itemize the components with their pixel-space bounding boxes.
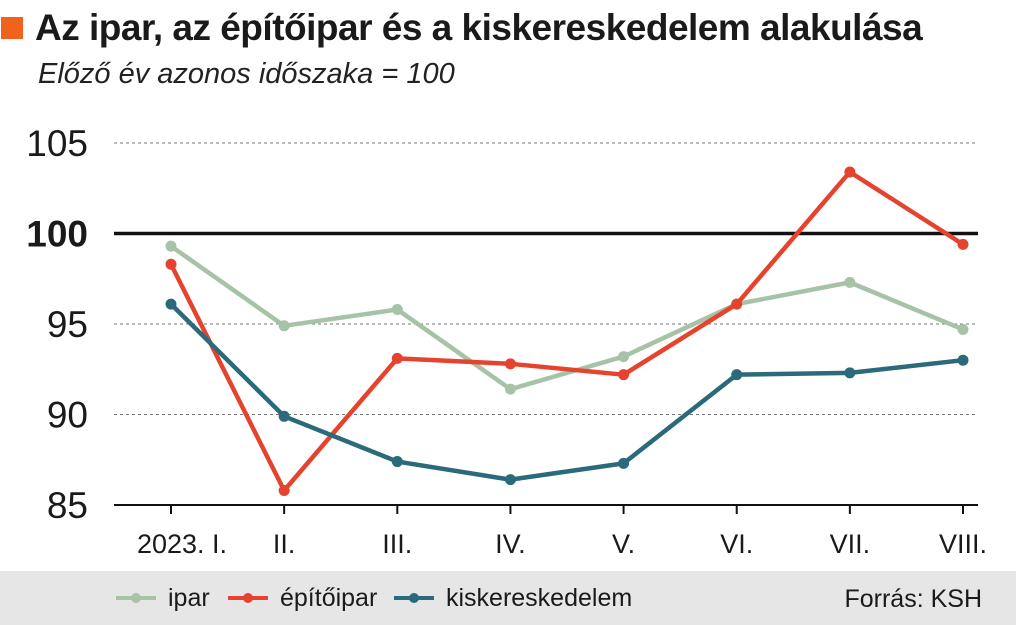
legend-label-epitoipar: építőipar [280, 583, 378, 612]
x-tick-label: VI. [720, 529, 753, 559]
data-point-0-6 [844, 276, 856, 288]
data-point-0-4 [618, 351, 630, 363]
series-line-2 [169, 302, 964, 482]
legend-swatch-kiskereskedelem [394, 593, 434, 603]
data-point-2-3 [504, 474, 516, 486]
data-point-2-1 [278, 410, 290, 422]
data-point-0-0 [165, 240, 177, 252]
x-tick-label: IV. [495, 529, 526, 559]
data-point-0-2 [391, 304, 403, 316]
x-tick-label: VII. [830, 529, 871, 559]
data-point-1-0 [165, 258, 177, 270]
data-point-2-0 [165, 298, 177, 310]
series-line-0 [169, 244, 964, 392]
x-tick-label: 2023. I. [137, 529, 227, 559]
data-point-2-6 [844, 367, 856, 379]
y-tick-label: 85 [47, 485, 88, 526]
legend-swatch-epitoipar [228, 593, 268, 603]
data-point-1-3 [504, 358, 516, 370]
y-tick-label: 105 [26, 123, 88, 164]
data-point-1-6 [844, 166, 856, 178]
series-line-1 [168, 169, 965, 493]
x-tick-label: II. [273, 529, 296, 559]
data-point-1-7 [957, 238, 969, 250]
legend-item-ipar: ipar [114, 571, 210, 625]
data-point-0-3 [504, 383, 516, 395]
data-point-1-4 [618, 369, 630, 381]
line-chart: 85 90 95 100 105 2023. I. II. III. IV. V. VI. VII. V… [26, 123, 987, 559]
legend-swatch-ipar [116, 593, 156, 603]
data-point-1-1 [278, 485, 290, 497]
chart-subtitle: Előző év azonos időszaka = 100 [38, 58, 455, 90]
data-point-2-5 [731, 369, 743, 381]
legend-item-kiskereskedelem: kiskereskedelem [392, 571, 632, 625]
data-point-1-5 [731, 298, 743, 310]
x-tick-label: VIII. [939, 529, 987, 559]
data-point-0-7 [957, 323, 969, 335]
y-tick-label: 95 [47, 304, 88, 345]
y-tick-label: 100 [26, 214, 88, 255]
legend-bar: ipar építőipar kiskereskedelem Forrás: K… [0, 571, 1016, 625]
source-note: Forrás: KSH [844, 585, 982, 613]
x-tick-label: V. [612, 529, 635, 559]
chart-title: Az ipar, az építőipar és a kiskereskedel… [35, 7, 923, 48]
title-row: Az ipar, az építőipar és a kiskereskedel… [0, 4, 923, 52]
data-point-2-4 [618, 457, 630, 469]
y-tick-label: 90 [47, 395, 88, 436]
x-tick-label: III. [382, 529, 412, 559]
data-point-2-2 [391, 456, 403, 468]
data-point-0-1 [278, 320, 290, 332]
legend-label-ipar: ipar [168, 583, 210, 612]
data-point-2-7 [957, 354, 969, 366]
title-marker [1, 17, 23, 39]
legend-label-kiskereskedelem: kiskereskedelem [446, 583, 633, 612]
legend-item-epitoipar: építőipar [226, 571, 377, 625]
data-point-1-2 [391, 352, 403, 364]
